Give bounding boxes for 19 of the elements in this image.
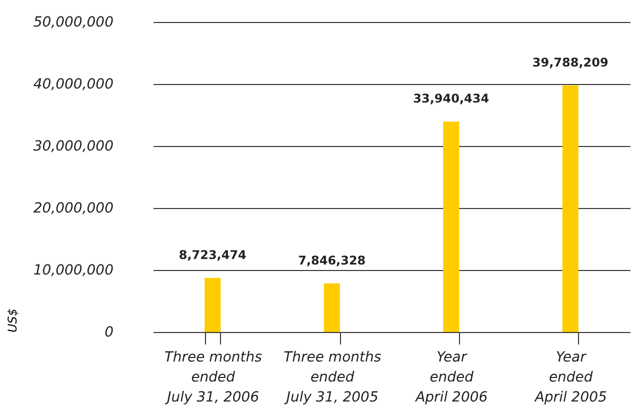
y-tick-label: 30,000,000: [33, 138, 114, 154]
data-label: 8,723,474: [178, 248, 246, 262]
data-label: 39,788,209: [532, 55, 608, 70]
x-tick-label: Year ended April 2006: [414, 350, 488, 406]
data-label: 7,846,328: [298, 253, 366, 268]
x-tick-label: Three months ended July 31, 2005: [283, 350, 382, 406]
y-tick-label: 20,000,000: [33, 200, 114, 216]
y-tick-label: 10,000,000: [33, 262, 114, 278]
y-axis-title: US$: [5, 308, 20, 332]
bar: [204, 278, 221, 332]
data-label: 33,940,434: [413, 92, 490, 106]
bar: [443, 122, 460, 332]
y-tick-label: 0: [104, 324, 114, 340]
bar: [562, 85, 578, 332]
y-tick-label: 50,000,000: [33, 14, 114, 30]
y-tick-label: 40,000,000: [33, 76, 114, 92]
x-tick-label: Three months ended July 31, 2006: [164, 350, 262, 406]
bar: [324, 283, 340, 332]
x-tick-label: Year ended April 2005: [534, 350, 608, 406]
